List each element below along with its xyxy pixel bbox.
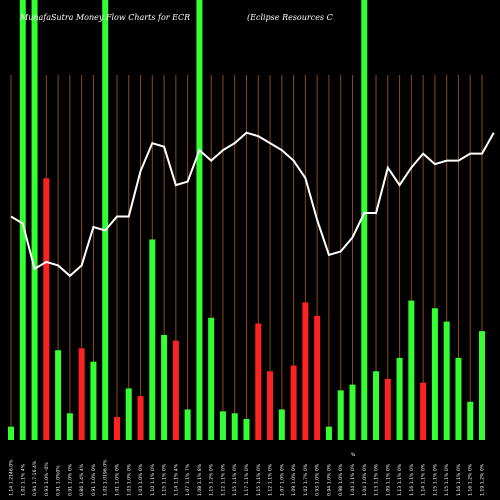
volume-bar bbox=[196, 0, 203, 440]
volume-bar bbox=[31, 0, 38, 440]
x-tick-label: 1.03 1.0% 0% bbox=[126, 463, 132, 496]
x-tick-label: 0.93 1.0% -0% bbox=[44, 462, 50, 496]
x-marker-label: % bbox=[351, 452, 356, 458]
x-tick-label: 0.94 1.7-16.4% bbox=[32, 460, 38, 496]
x-tick-label: 1.12 1.1% 0% bbox=[220, 463, 226, 496]
x-tick-label: 1.12 1.1% 0% bbox=[268, 463, 274, 496]
volume-bar bbox=[384, 378, 391, 440]
volume-bar bbox=[231, 413, 238, 440]
x-tick-label: 0.93 1.0% 0% bbox=[315, 463, 321, 496]
x-tick-label: 1.14 1.1% 0% bbox=[421, 463, 427, 496]
volume-bar bbox=[161, 334, 168, 440]
volume-bar bbox=[373, 371, 380, 440]
x-tick-label: 1.03 1.0% 0% bbox=[138, 463, 144, 496]
volume-bar bbox=[361, 0, 368, 440]
x-tick-label: 1.02 1.0196.0% bbox=[103, 459, 109, 496]
x-tick-label: 1.16 1.1% 0% bbox=[409, 463, 415, 496]
volume-bar bbox=[396, 357, 403, 440]
x-tick-label: 1.09 1.0% 0% bbox=[291, 463, 297, 496]
volume-bar bbox=[267, 371, 274, 440]
volume-bar bbox=[102, 0, 109, 440]
x-tick-label: 1.13 1.1% 0% bbox=[397, 463, 403, 496]
volume-bar bbox=[19, 0, 26, 440]
x-tick-label: 1.08 1.1% 8% bbox=[197, 463, 203, 496]
volume-bar bbox=[78, 348, 85, 440]
chart-subtitle: (Eclipse Resources C bbox=[247, 13, 333, 22]
volume-bar bbox=[90, 361, 97, 440]
volume-bar bbox=[8, 426, 14, 440]
volume-bar bbox=[255, 323, 262, 440]
volume-bar bbox=[66, 413, 73, 440]
x-tick-label: 0.98 1.0% 0% bbox=[338, 463, 344, 496]
volume-bar bbox=[325, 426, 332, 440]
x-tick-label: 0.86 1.4% 4% bbox=[79, 463, 85, 496]
volume-bar bbox=[208, 317, 215, 440]
x-tick-label: 1.02 1.1% 4% bbox=[20, 463, 26, 496]
x-tick-label: 1.07 1.0% 0% bbox=[279, 463, 285, 496]
x-tick-label: 1.19 1.2% 0% bbox=[480, 463, 486, 496]
x-tick-label: 1.02 1.7% 0% bbox=[303, 463, 309, 496]
volume-bars bbox=[8, 0, 485, 440]
volume-bar bbox=[184, 409, 191, 440]
volume-bar bbox=[431, 308, 438, 440]
x-tick-label: 1.16 1.1% 0% bbox=[456, 463, 462, 496]
volume-bar bbox=[243, 418, 250, 440]
volume-bar bbox=[408, 300, 415, 440]
volume-bar bbox=[43, 178, 50, 440]
volume-bar bbox=[290, 365, 297, 440]
x-tick-label: 1.15 1.1% 0% bbox=[256, 463, 262, 496]
volume-bar bbox=[455, 357, 462, 440]
price-line bbox=[10, 131, 495, 278]
x-tick-label: 0.91 1.0% 0% bbox=[91, 463, 97, 496]
x-tick-label: 1.15 1.2% 0% bbox=[209, 463, 215, 496]
volume-bar bbox=[219, 411, 226, 440]
x-tick-label: 1.10 1.1% 0% bbox=[150, 463, 156, 496]
x-tick-labels: 1.14 1.2146.0% 1.02 1.1% 4% 0.94 1.7-16.4%… bbox=[9, 459, 486, 496]
x-tick-label: 0.91 1.0% 0% bbox=[67, 463, 73, 496]
x-tick-label: 1.17 1.1% 0% bbox=[244, 463, 250, 496]
x-tick-label: 1.15 1.1% 0% bbox=[444, 463, 450, 496]
volume-bar bbox=[302, 302, 309, 440]
volume-bar bbox=[137, 396, 144, 440]
volume-bar bbox=[443, 321, 450, 440]
x-tick-label: 1.07 1.1% 7% bbox=[185, 463, 191, 496]
volume-bar bbox=[125, 388, 132, 440]
x-tick-label: 1.04 1.0% 0% bbox=[362, 463, 368, 496]
volume-bar bbox=[337, 390, 344, 440]
volume-bar bbox=[420, 382, 427, 440]
volume-bar bbox=[113, 417, 120, 440]
volume-bar bbox=[55, 350, 62, 440]
x-tick-label: 1.04 1.1% 0% bbox=[350, 463, 356, 496]
x-tick-label: 1.15 1.1% 0% bbox=[432, 463, 438, 496]
volume-bar bbox=[349, 384, 356, 440]
volume-bar bbox=[172, 340, 179, 440]
x-tick-label: 1.15 1.1% 0% bbox=[232, 463, 238, 496]
volume-bar bbox=[479, 331, 485, 440]
x-tick-label: 1.14 1.2146.0% bbox=[9, 459, 15, 496]
x-tick-label: 1.09 1.1% 0% bbox=[385, 463, 391, 496]
volume-bar bbox=[314, 315, 321, 440]
x-tick-label: 0.91 1.0%0% bbox=[56, 465, 62, 496]
x-tick-label: 1.14 1.1% 4% bbox=[173, 463, 179, 496]
x-tick-label: 1.13 1.1% 0% bbox=[374, 463, 380, 496]
x-tick-label: 1.16 1.2% 0% bbox=[468, 463, 474, 496]
x-tick-label: 0.94 1.0% 0% bbox=[326, 463, 332, 496]
x-tick-label: 1.01 1.0% 0% bbox=[114, 463, 120, 496]
volume-bar bbox=[467, 401, 474, 440]
volume-bar bbox=[149, 239, 156, 440]
x-tick-label: 1.15 1.1% 0% bbox=[162, 463, 168, 496]
volume-bar bbox=[278, 409, 285, 440]
chart-title: MunafaSutra Money Flow Charts for ECR bbox=[20, 13, 191, 22]
